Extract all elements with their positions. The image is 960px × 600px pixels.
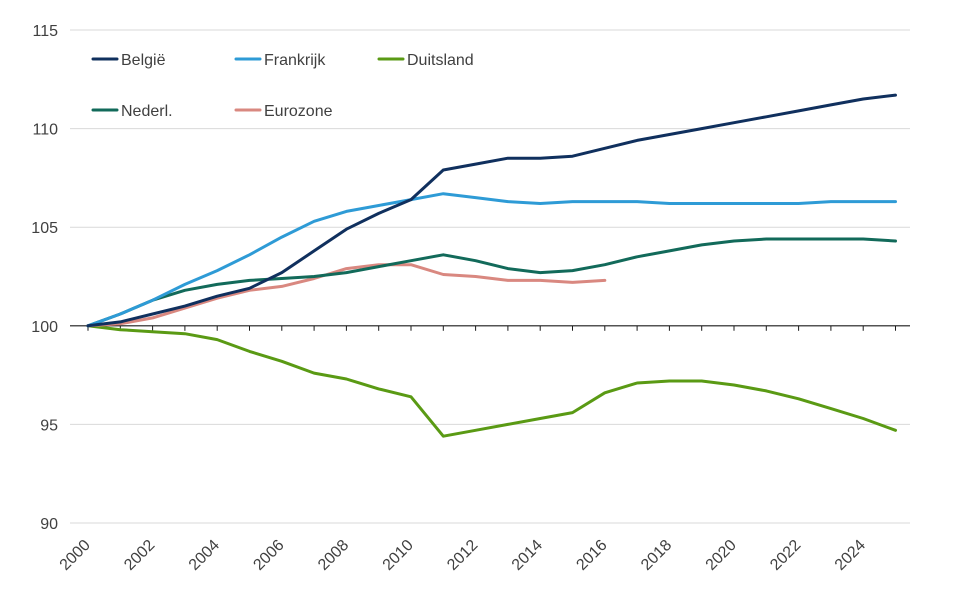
legend-label-nederl: Nederl. xyxy=(121,103,173,120)
legend-label-frankrijk: Frankrijk xyxy=(264,52,326,69)
y-tick-label: 100 xyxy=(31,319,58,336)
x-tick-label: 2002 xyxy=(121,537,158,574)
x-tick-label: 2012 xyxy=(444,537,481,574)
gridlines xyxy=(70,29,910,524)
y-tick-label: 110 xyxy=(32,122,58,139)
series-line-frankrijk xyxy=(86,192,897,328)
x-tick-label: 2000 xyxy=(57,537,94,574)
legend-label-duitsland: Duitsland xyxy=(407,52,474,69)
legend-label-belgi: België xyxy=(121,52,166,69)
series-line-belgi xyxy=(86,93,897,328)
x-axis-tick-labels: 2000 2002 2004 2006 2008 2010 2012 2014 2016 2018… xyxy=(57,537,869,574)
x-tick-label: 2006 xyxy=(250,537,287,574)
x-tick-label: 2020 xyxy=(703,537,740,574)
x-axis xyxy=(70,325,910,331)
series-lines xyxy=(86,93,897,438)
x-tick-label: 2016 xyxy=(573,537,610,574)
legend: België Frankrijk Duitsland Nederl. Eurozone xyxy=(91,52,474,120)
series-line-duitsland xyxy=(86,324,897,438)
x-tick-label: 2010 xyxy=(380,537,417,574)
x-tick-label: 2008 xyxy=(315,537,352,574)
y-tick-label: 105 xyxy=(31,220,58,237)
y-axis-tick-labels: 90 95 100 105 110 115 xyxy=(31,23,58,533)
y-tick-label: 95 xyxy=(40,417,58,434)
x-tick-label: 2018 xyxy=(638,537,675,574)
legend-label-eurozone: Eurozone xyxy=(264,103,333,120)
x-tick-label: 2022 xyxy=(767,537,804,574)
x-tick-label: 2004 xyxy=(186,537,223,574)
series-line-nederl xyxy=(86,237,897,328)
series-line-eurozone xyxy=(86,263,607,328)
x-tick-label: 2014 xyxy=(509,537,546,574)
y-tick-label: 115 xyxy=(32,23,58,40)
y-tick-label: 90 xyxy=(40,516,58,533)
x-tick-label: 2024 xyxy=(832,537,869,574)
